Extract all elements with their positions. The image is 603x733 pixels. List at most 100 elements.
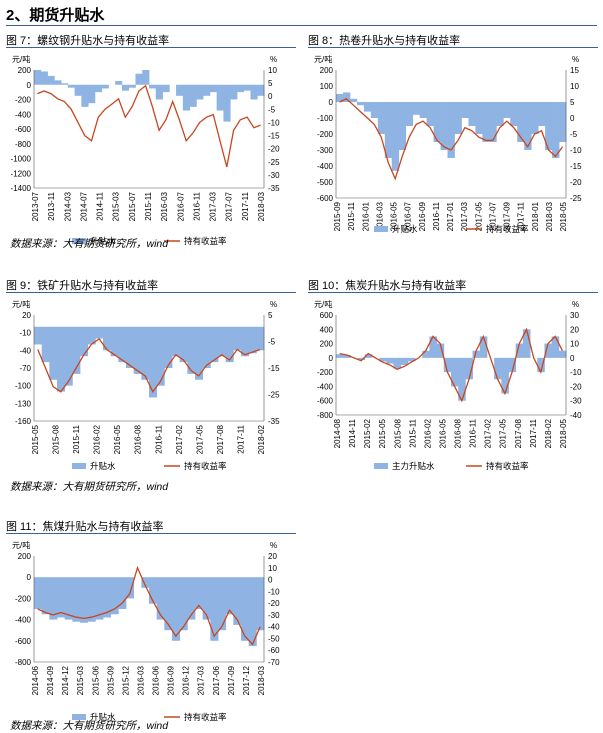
area-bar <box>49 577 58 620</box>
x-tick-label: 2017-03 <box>460 201 469 231</box>
x-tick-label: 2017-07 <box>225 191 234 221</box>
area-bar <box>447 102 455 158</box>
right-unit-label: % <box>270 55 277 64</box>
x-tick-label: 2017-08 <box>216 424 225 454</box>
area-bar <box>257 84 265 96</box>
legend-label-area: 升贴水 <box>90 712 116 722</box>
area-bar <box>47 75 55 85</box>
x-tick-label: 2014-08 <box>333 418 342 448</box>
area-bar <box>356 102 365 106</box>
x-tick-label: 2017-11 <box>236 424 245 453</box>
area-bar <box>370 102 379 118</box>
area-bar <box>210 577 219 641</box>
x-tick-label: 2016-03 <box>375 201 384 231</box>
left-tick-label: -70 <box>19 364 31 373</box>
right-tick-label: 20 <box>570 325 579 334</box>
x-tick-label: 2018-03 <box>257 191 266 221</box>
area-bar <box>218 577 227 631</box>
left-tick-label: 400 <box>320 325 334 334</box>
left-tick-label: -300 <box>317 146 334 155</box>
area-bar <box>209 84 218 93</box>
legend-swatch-area <box>72 238 86 244</box>
area-bar <box>176 84 184 96</box>
x-tick-label: 2015-11 <box>347 201 356 230</box>
right-unit-label: % <box>572 55 579 64</box>
left-tick-label: -400 <box>317 162 334 171</box>
area-bar <box>218 326 227 357</box>
area-bar <box>559 102 567 142</box>
area-bar <box>342 92 351 102</box>
source-note: 数据来源：大有期货研究所，wind <box>10 238 169 250</box>
right-tick-label: 10 <box>268 564 277 573</box>
right-tick-label: 5 <box>268 79 273 88</box>
area-bar <box>496 102 504 126</box>
x-tick-label: 2016-02 <box>93 424 102 454</box>
area-bar <box>357 357 366 360</box>
area-bar <box>363 102 372 112</box>
area-bar <box>336 354 344 358</box>
x-tick-label: 2017-06 <box>212 665 221 695</box>
area-bar <box>115 81 123 85</box>
legend-label-line: 持有收益率 <box>486 224 529 234</box>
right-tick-label: -30 <box>268 171 280 180</box>
x-tick-label: 2017-02 <box>175 424 184 454</box>
area-bar <box>72 326 81 374</box>
panel-rule <box>6 292 296 293</box>
left-tick-label: -200 <box>15 594 32 603</box>
legend-label-line: 持有收益率 <box>486 461 529 471</box>
area-bar <box>508 357 517 373</box>
area-bar <box>172 577 181 641</box>
area-bar <box>241 326 250 357</box>
x-tick-label: 2017-09 <box>503 201 512 231</box>
area-bar <box>482 102 490 142</box>
left-tick-label: -400 <box>15 110 32 119</box>
area-bar <box>545 102 553 150</box>
area-bar <box>135 73 143 85</box>
area-bar <box>164 577 173 631</box>
area-bar <box>41 326 50 363</box>
area-bar <box>256 326 265 351</box>
x-tick-label: 2016-12 <box>182 665 191 695</box>
x-tick-label: 2017-05 <box>474 201 483 231</box>
x-tick-label: 2016-08 <box>454 418 463 448</box>
area-bar <box>64 326 73 386</box>
area-bar <box>468 102 476 126</box>
right-tick-label: -35 <box>268 417 280 426</box>
area-bar <box>162 84 170 93</box>
area-bar <box>233 326 242 351</box>
area-bar <box>538 102 546 126</box>
left-tick-label: -600 <box>15 637 32 646</box>
right-tick-label: -35 <box>268 184 280 193</box>
chart-svg: 元/吨 % 200 0 -200 -400 -600 -800 20 10 0 -10 -20 -30 -4… <box>12 540 280 722</box>
left-tick-label: -10 <box>19 329 31 338</box>
right-tick-label: -70 <box>268 658 280 667</box>
area-bar <box>179 326 188 363</box>
panel-rule <box>308 47 598 48</box>
area-bar <box>210 326 219 363</box>
area-bar <box>422 350 430 358</box>
area-bar <box>501 357 509 394</box>
chart-title: 图 9：铁矿升贴水与持有收益率 <box>6 280 159 292</box>
area-bar <box>67 84 75 88</box>
area-bar <box>126 577 135 599</box>
left-tick-label: 20 <box>22 311 31 320</box>
left-unit-label: 元/吨 <box>314 299 332 309</box>
legend-swatch-area <box>72 463 86 469</box>
right-tick-label: -5 <box>570 130 578 139</box>
area-bar <box>233 577 242 625</box>
area-bar <box>391 102 400 171</box>
x-tick-label: 2016-09 <box>418 201 427 231</box>
right-tick-label: -25 <box>570 194 582 203</box>
left-unit-label: 元/吨 <box>314 54 332 64</box>
area-bar <box>426 102 434 126</box>
left-tick-label: -600 <box>317 397 334 406</box>
area-bar <box>503 102 511 118</box>
left-unit-label: 元/吨 <box>12 540 30 550</box>
area-bar <box>489 102 497 142</box>
x-tick-label: 2018-05 <box>559 418 568 448</box>
x-tick-label: 2015-08 <box>393 418 402 448</box>
area-bar <box>133 326 142 374</box>
x-tick-label: 2016-11 <box>154 424 163 453</box>
x-tick-label: 2016-11 <box>469 418 478 447</box>
chart-panel-fig7: 图 7：螺纹钢升贴水与持有收益率 元/吨% 200 0 -200 -400 -600 -80… <box>6 32 296 252</box>
